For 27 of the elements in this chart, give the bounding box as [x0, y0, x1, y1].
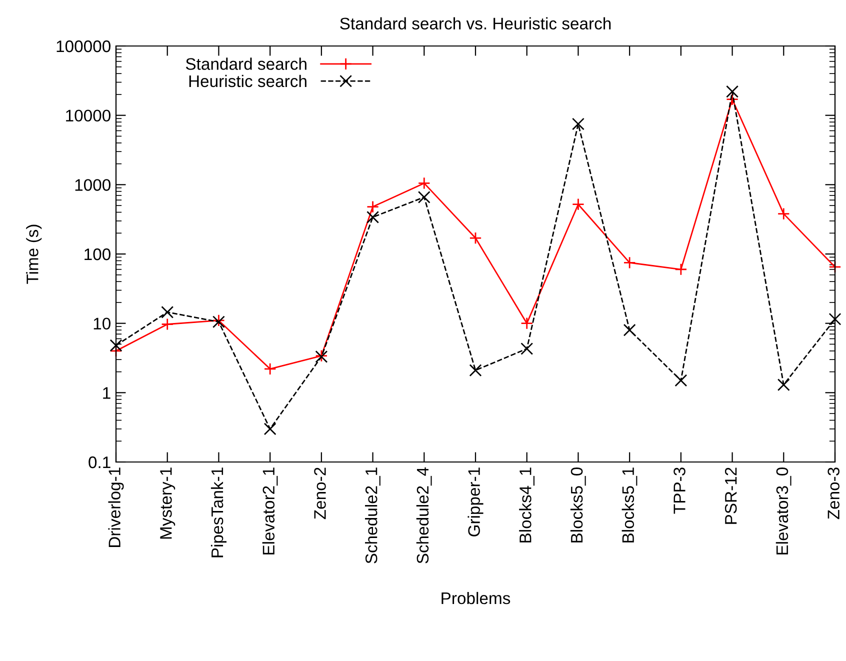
y-tick-label: 1 [103, 387, 110, 399]
chart-title: Standard search vs. Heuristic search [340, 17, 611, 30]
y-tick-label: 10000 [66, 110, 110, 122]
y-axis-title: Time (s) [26, 224, 42, 284]
x-tick-label: Blocks5_1 [622, 468, 638, 542]
x-tick-label: Zeno-2 [314, 468, 326, 520]
x-tick-label: PSR-12 [724, 468, 737, 524]
x-tick-label: Blocks4_1 [519, 468, 534, 542]
y-tick-label: 1000 [75, 179, 110, 191]
y-tick-label: 10 [94, 318, 110, 330]
x-tick-label: Driverlog-1 [108, 468, 124, 547]
x-tick-label: Blocks5_0 [570, 468, 586, 542]
y-tick-label: 100000 [56, 40, 110, 52]
x-tick-label: Schedule2_1 [365, 468, 380, 564]
x-axis-title: Problems [442, 592, 510, 604]
y-tick-label: 0.1 [88, 456, 110, 468]
x-tick-label: Elevator3_0 [776, 468, 792, 554]
x-tick-label: Mystery-1 [160, 468, 176, 539]
x-tick-label: Zeno-3 [828, 468, 840, 520]
x-tick-label: PipesTank-1 [210, 468, 226, 558]
legend-label: Heuristic search [189, 74, 306, 88]
x-tick-label: Elevator2_1 [262, 468, 278, 554]
x-tick-label: Gripper-1 [468, 468, 484, 536]
legend-label: Standard search [186, 58, 306, 70]
x-tick-label: Schedule2_4 [416, 467, 432, 564]
x-tick-label: TPP-3 [674, 468, 686, 514]
y-tick-label: 100 [84, 248, 110, 260]
